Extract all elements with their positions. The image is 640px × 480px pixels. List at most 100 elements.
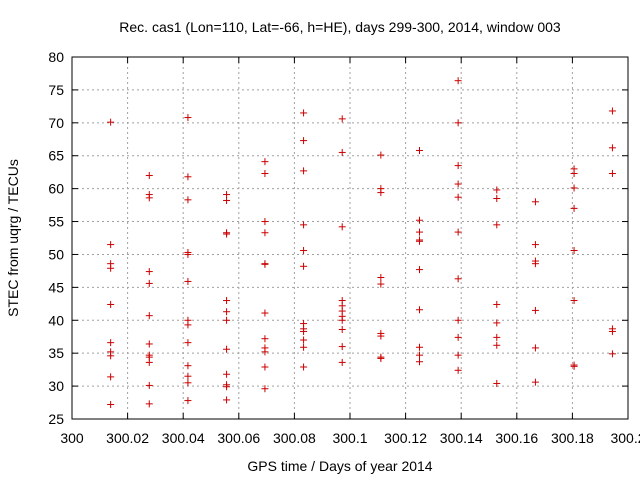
data-point (107, 352, 115, 360)
data-point (145, 340, 153, 348)
data-point (261, 260, 269, 268)
data-point (184, 173, 192, 181)
data-point (107, 373, 115, 381)
data-point (107, 118, 115, 126)
data-point (184, 397, 192, 405)
y-tick-label: 55 (48, 214, 64, 230)
data-point (338, 358, 346, 366)
plot-frame (71, 56, 629, 420)
data-point (261, 348, 269, 356)
data-point (493, 195, 501, 203)
data-point (184, 379, 192, 387)
data-point (223, 345, 231, 353)
x-tick-label: 300.06 (217, 430, 260, 446)
data-point (531, 344, 539, 352)
data-point (145, 279, 153, 287)
data-point (493, 319, 501, 327)
data-point (531, 306, 539, 314)
data-point (300, 247, 308, 255)
data-point (145, 358, 153, 366)
data-point (184, 339, 192, 347)
data-point (300, 363, 308, 371)
data-point (223, 196, 231, 204)
data-point (416, 266, 423, 274)
data-point (608, 144, 616, 152)
data-point (416, 237, 423, 245)
data-point (300, 343, 308, 351)
data-point (416, 216, 423, 224)
data-point (184, 250, 192, 258)
data-point (570, 184, 578, 192)
data-point (223, 370, 231, 378)
data-point (184, 362, 192, 370)
data-point (223, 297, 231, 305)
data-point (338, 316, 346, 324)
data-point (300, 167, 308, 175)
data-points (107, 77, 616, 409)
data-point (261, 218, 269, 226)
x-tick-label: 300.18 (551, 430, 594, 446)
x-tick-label: 300.04 (162, 430, 205, 446)
x-tick-label: 300.08 (273, 430, 316, 446)
data-point (145, 381, 153, 389)
x-tick-label: 300.14 (440, 430, 483, 446)
y-tick-label: 35 (48, 345, 64, 361)
y-tick-label: 65 (48, 148, 64, 164)
data-point (570, 169, 578, 177)
data-point (570, 362, 578, 370)
data-point (223, 308, 231, 316)
data-point (338, 223, 346, 231)
data-point (338, 343, 346, 351)
data-point (223, 396, 231, 404)
data-point (300, 109, 308, 117)
data-point (493, 379, 501, 387)
x-axis-label: GPS time / Days of year 2014 (247, 458, 432, 474)
data-point (531, 241, 539, 249)
data-point (416, 146, 423, 154)
data-point (454, 316, 462, 324)
data-point (377, 332, 385, 340)
data-point (454, 162, 462, 170)
y-tick-label: 75 (48, 82, 64, 98)
data-point (608, 107, 616, 115)
data-point (107, 264, 115, 272)
x-tick-label: 300.1 (332, 430, 367, 446)
data-point (493, 341, 501, 349)
data-point (145, 312, 153, 320)
data-point (338, 115, 346, 123)
data-point (107, 401, 115, 409)
y-tick-label: 45 (48, 279, 64, 295)
data-point (454, 366, 462, 374)
x-tick-label: 300.02 (106, 430, 149, 446)
data-point (300, 137, 308, 145)
data-point (184, 321, 192, 329)
x-tick-label: 300 (60, 430, 84, 446)
data-point (223, 191, 231, 199)
data-point (608, 169, 616, 177)
y-tick-label: 60 (48, 181, 64, 197)
y-tick-label: 40 (48, 312, 64, 328)
data-point (493, 300, 501, 308)
data-point (454, 333, 462, 341)
data-point (493, 221, 501, 229)
data-point (107, 241, 115, 249)
data-point (223, 383, 231, 391)
data-point (454, 119, 462, 127)
data-point (184, 277, 192, 285)
x-tick-label: 300.16 (495, 430, 538, 446)
y-tick-label: 50 (48, 246, 64, 262)
data-point (570, 204, 578, 212)
data-point (223, 230, 231, 238)
data-point (570, 247, 578, 255)
data-point (493, 186, 501, 194)
data-point (300, 327, 308, 335)
grid-lines (72, 57, 628, 419)
data-point (377, 354, 385, 362)
data-point (377, 151, 385, 159)
data-point (300, 221, 308, 229)
data-point (338, 325, 346, 333)
data-point (107, 300, 115, 308)
data-point (145, 400, 153, 408)
data-point (261, 335, 269, 343)
